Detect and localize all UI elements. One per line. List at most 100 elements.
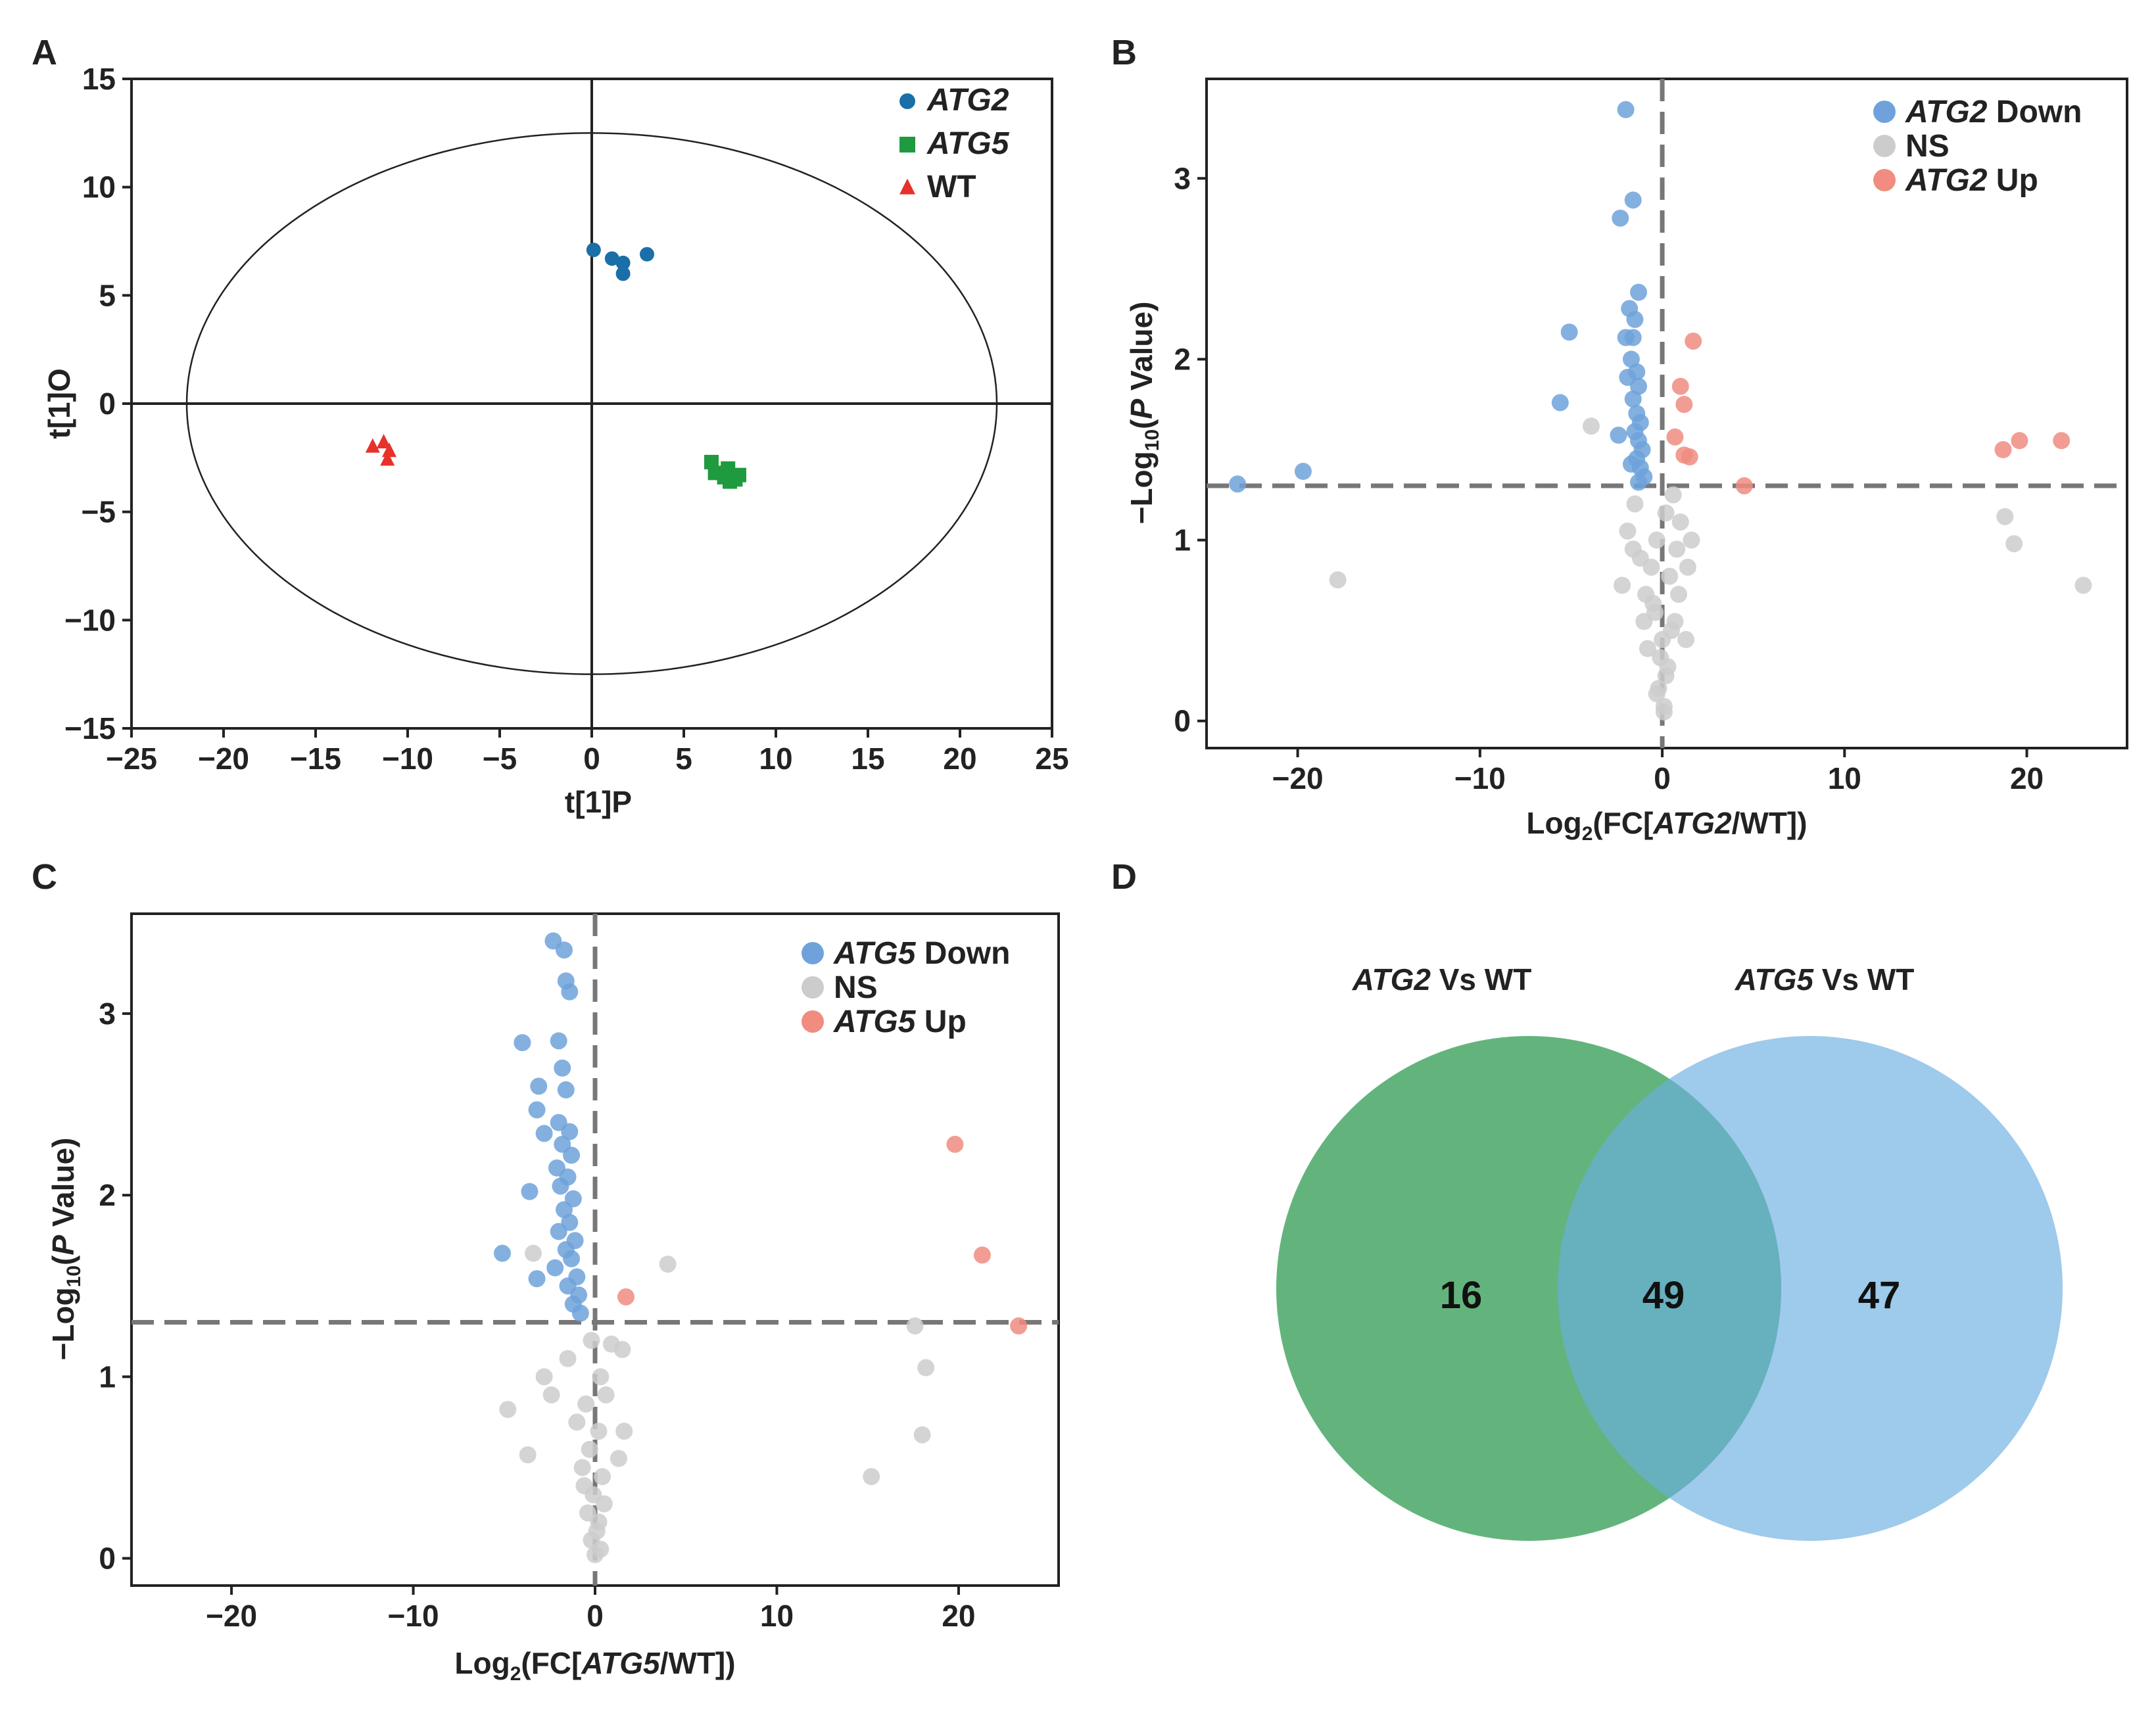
venn-label-atg5: ATG5 Vs WT — [1735, 962, 1915, 997]
panel-a-y-tick-label: −15 — [64, 711, 116, 745]
panel-letter-d: D — [1111, 857, 1137, 897]
panel-c-x-tick-label: −10 — [388, 1599, 439, 1633]
panel-b-point-atg2-up — [1735, 477, 1753, 495]
panel-b-legend-label-italic: ATG2 — [1905, 163, 1988, 198]
panel-b-point-ns — [1654, 630, 1671, 648]
panel-b-y-axis-label: −Log10(P Value) — [1124, 302, 1163, 525]
panel-b-point-ns — [1582, 417, 1600, 435]
panel-b-point-atg2-down — [1612, 209, 1629, 227]
panel-letter-a: A — [32, 33, 57, 72]
panel-b-point-ns — [1666, 613, 1684, 630]
panel-b-point-ns — [1637, 586, 1655, 603]
panel-b-point-atg2-up — [1685, 332, 1702, 350]
panel-a-point-atg2 — [640, 247, 654, 262]
panel-c-point-ns — [592, 1540, 610, 1558]
venn-count-atg5-only: 47 — [1858, 1274, 1901, 1317]
panel-c-point-atg5-down — [561, 1123, 579, 1141]
panel-b-point-atg2-down — [1622, 456, 1640, 473]
panel-b-point-ns — [1996, 507, 2014, 525]
panel-a-point-wt — [365, 438, 380, 453]
panel-b-point-ns — [1626, 495, 1644, 513]
panel-c-point-ns — [913, 1426, 931, 1444]
panel-c-legend-marker-atg5-down — [802, 942, 824, 964]
panel-c-point-ns — [906, 1317, 924, 1335]
panel-a-point-wt — [382, 442, 396, 458]
panel-a-x-tick-label: 0 — [583, 742, 600, 776]
panel-a-point-atg2 — [615, 266, 631, 281]
panel-c-legend-marker-atg5-up — [802, 1010, 824, 1033]
panel-b-point-ns — [1329, 571, 1347, 589]
panel-b-point-atg2-up — [2011, 432, 2028, 450]
panel-c-point-ns — [559, 1350, 577, 1367]
panel-b-legend-label-rest: Up — [1987, 163, 2038, 198]
panel-c-point-atg5-down — [554, 1059, 571, 1077]
panel-c-legend-label-italic: ATG5 — [833, 936, 917, 971]
panel-b-point-atg2-up — [1681, 448, 1698, 466]
panel-a-x-tick-label: 25 — [1035, 742, 1068, 776]
panel-b-point-atg2-up — [1666, 428, 1684, 446]
panel-a-x-tick-label: 10 — [759, 742, 792, 776]
panel-b-legend-marker-atg2-up — [1873, 169, 1896, 191]
panel-c-axes: −20 −10 0 10 20 0 1 2 3 — [99, 997, 975, 1633]
venn-label-atg2: ATG2 Vs WT — [1352, 962, 1532, 997]
panel-c-y-tick-label: 2 — [99, 1178, 116, 1212]
panel-c-point-atg5-down — [556, 941, 573, 959]
panel-a-y-tick-label: 15 — [82, 62, 116, 96]
panel-c-point-ns — [588, 1522, 606, 1540]
panel-c-y-tick-label: 3 — [99, 997, 116, 1031]
panel-a-y-tick-label: 10 — [82, 170, 116, 204]
panel-a-x-tick-label: −15 — [290, 742, 341, 776]
panel-b-point-atg2-down — [1617, 101, 1635, 118]
panel-b-x-tick-label: 10 — [1828, 761, 1861, 795]
panel-c-point-atg5-up — [1010, 1317, 1028, 1335]
panel-b-point-atg2-up — [2053, 432, 2071, 450]
panel-c-point-ns — [595, 1495, 613, 1513]
panel-a-confidence-ellipse — [185, 132, 998, 675]
panel-b-point-ns — [1635, 613, 1653, 630]
panel-b-point-atg2-up — [1675, 396, 1693, 413]
panel-c-x-tick-label: −20 — [206, 1599, 257, 1633]
panel-b-point-ns — [1652, 649, 1669, 667]
panel-c-point-ns — [659, 1256, 677, 1273]
panel-a-y-tick-label: −5 — [82, 495, 116, 529]
panel-a-x-tick-label: 5 — [675, 742, 692, 776]
panel-b-points — [1229, 101, 2092, 720]
panel-b-axes: −20 −10 0 10 20 0 1 2 3 — [1174, 161, 2044, 795]
panel-b-point-ns — [1677, 630, 1695, 648]
panel-b-x-tick-label: −10 — [1454, 761, 1506, 795]
panel-a-x-tick-label: −10 — [382, 742, 433, 776]
panel-c-point-atg5-up — [617, 1288, 635, 1306]
panel-a-legend: ATG2 ATG5 WT — [899, 83, 1010, 204]
panel-a-y-axis-label: t[1]O — [42, 368, 76, 438]
panel-b-point-atg2-down — [1610, 427, 1627, 444]
panel-c-point-atg5-down — [563, 1250, 581, 1267]
panel-c-point-atg5-up — [973, 1246, 991, 1264]
panel-a-legend-label-atg5: ATG5 — [926, 126, 1010, 161]
panel-b-point-ns — [1624, 540, 1642, 558]
panel-c-point-ns — [525, 1244, 542, 1262]
panel-b-point-ns — [1668, 540, 1686, 558]
panel-letter-b: B — [1111, 33, 1137, 72]
panel-c-point-atg5-down — [528, 1270, 546, 1288]
panel-c-point-ns — [568, 1413, 586, 1431]
panel-c-x-tick-label: 20 — [942, 1599, 975, 1633]
panel-c-y-tick-label: 1 — [99, 1359, 116, 1394]
panel-c-point-ns — [575, 1477, 593, 1495]
panel-b-y-tick-label: 2 — [1174, 342, 1191, 376]
panel-a-point-atg5 — [721, 461, 736, 476]
panel-a-point-atg2 — [586, 243, 601, 258]
panel-b-y-tick-label: 0 — [1174, 704, 1191, 738]
venn-count-intersection: 49 — [1642, 1274, 1685, 1317]
panel-a-legend-marker-atg5 — [899, 137, 915, 153]
panel-b-x-axis-label: Log2(FC[ATG2/WT]) — [1526, 806, 1807, 845]
panel-a-point-atg5 — [732, 467, 746, 483]
panel-b-point-atg2-down — [1617, 329, 1635, 346]
panel-b-point-ns — [1639, 640, 1656, 657]
panel-a-y-tick-label: 0 — [99, 387, 116, 421]
panel-c-point-ns — [615, 1423, 633, 1440]
panel-c-x-tick-label: 0 — [587, 1599, 604, 1633]
panel-a-legend-label-wt: WT — [927, 170, 976, 204]
panel-b-point-atg2-up — [1994, 441, 2012, 459]
panel-c-legend-label-italic: ATG5 — [833, 1004, 917, 1039]
